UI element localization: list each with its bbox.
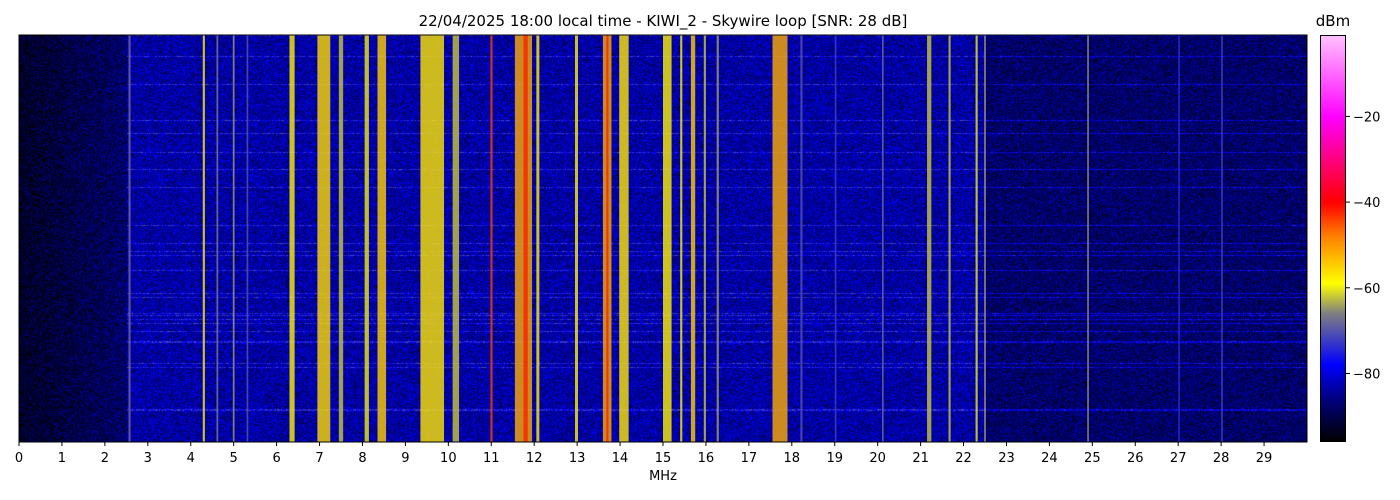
x-tick-label: 18 [784, 451, 801, 466]
signal-layer [128, 35, 1223, 442]
chart-title: 22/04/2025 18:00 local time - KIWI_2 - S… [418, 12, 908, 30]
signal-band-20 [663, 35, 672, 442]
signal-band-1 [202, 35, 205, 442]
signal-band-33 [1087, 35, 1089, 442]
signal-band-28 [881, 35, 884, 442]
x-tick-label: 24 [1041, 451, 1058, 466]
x-tick-label: 6 [272, 451, 280, 466]
signal-band-19 [619, 35, 629, 442]
signal-band-6 [317, 35, 331, 442]
x-tick-label: 25 [1084, 451, 1101, 466]
x-tick-label: 15 [655, 451, 672, 466]
colorbar-label: dBm [1315, 12, 1351, 30]
signal-band-16 [574, 35, 578, 442]
colorbar-tick-label: −60 [1353, 282, 1380, 297]
x-tick-label: 11 [483, 451, 500, 466]
signal-band-15 [536, 35, 540, 442]
x-tick-label: 23 [998, 451, 1015, 466]
x-tick-label: 19 [826, 451, 843, 466]
signal-band-2 [216, 35, 219, 442]
x-tick-label: 1 [58, 451, 66, 466]
colorbar-tick-label: −40 [1353, 196, 1380, 211]
x-tick-label: 21 [912, 451, 929, 466]
signal-band-0 [128, 35, 131, 442]
x-tick-label: 3 [144, 451, 152, 466]
x-tick-label: 27 [1170, 451, 1187, 466]
colorbar-tick-label: −20 [1353, 110, 1380, 125]
signal-band-12 [490, 35, 493, 442]
signal-band-35 [1221, 35, 1223, 442]
x-tick-label: 5 [230, 451, 238, 466]
signal-band-30 [948, 35, 951, 442]
signal-band-7 [338, 35, 344, 442]
signal-band-34 [1178, 35, 1180, 442]
x-tick-label: 2 [101, 451, 109, 466]
signal-band-27 [834, 35, 837, 442]
signal-band-5 [289, 35, 295, 442]
x-tick-label: 0 [15, 451, 23, 466]
signal-band-14 [523, 35, 528, 442]
signal-band-11 [452, 35, 460, 442]
colorbar-tick-label: −80 [1353, 367, 1380, 382]
x-axis-label: MHz [649, 469, 677, 484]
signal-band-31 [975, 35, 978, 442]
x-tick-label: 16 [698, 451, 715, 466]
x-tick-label: 29 [1256, 451, 1273, 466]
x-tick-label: 4 [187, 451, 195, 466]
signal-band-8 [364, 35, 369, 442]
x-tick-label: 20 [869, 451, 886, 466]
x-tick-label: 12 [526, 451, 543, 466]
signal-band-23 [703, 35, 706, 442]
signal-band-3 [232, 35, 235, 442]
x-tick-label: 22 [955, 451, 972, 466]
signal-band-26 [800, 35, 803, 442]
x-tick-label: 14 [612, 451, 629, 466]
signal-band-21 [680, 35, 683, 442]
x-tick-label: 17 [741, 451, 758, 466]
signal-band-18 [606, 35, 609, 442]
signal-band-29 [927, 35, 932, 442]
signal-band-10 [420, 35, 445, 442]
signal-band-4 [246, 35, 249, 442]
x-tick-label: 9 [401, 451, 409, 466]
signal-band-25 [772, 35, 788, 442]
x-tick-label: 8 [358, 451, 366, 466]
x-tick-label: 28 [1213, 451, 1230, 466]
x-tick-label: 26 [1127, 451, 1144, 466]
x-tick-label: 7 [315, 451, 323, 466]
signal-band-22 [690, 35, 696, 442]
colorbar [1320, 35, 1346, 442]
spectrogram-plot [19, 35, 1307, 442]
x-tick-label: 10 [440, 451, 457, 466]
signal-band-9 [377, 35, 387, 442]
signal-band-32 [984, 35, 986, 442]
signal-band-24 [716, 35, 719, 442]
x-tick-label: 13 [569, 451, 586, 466]
